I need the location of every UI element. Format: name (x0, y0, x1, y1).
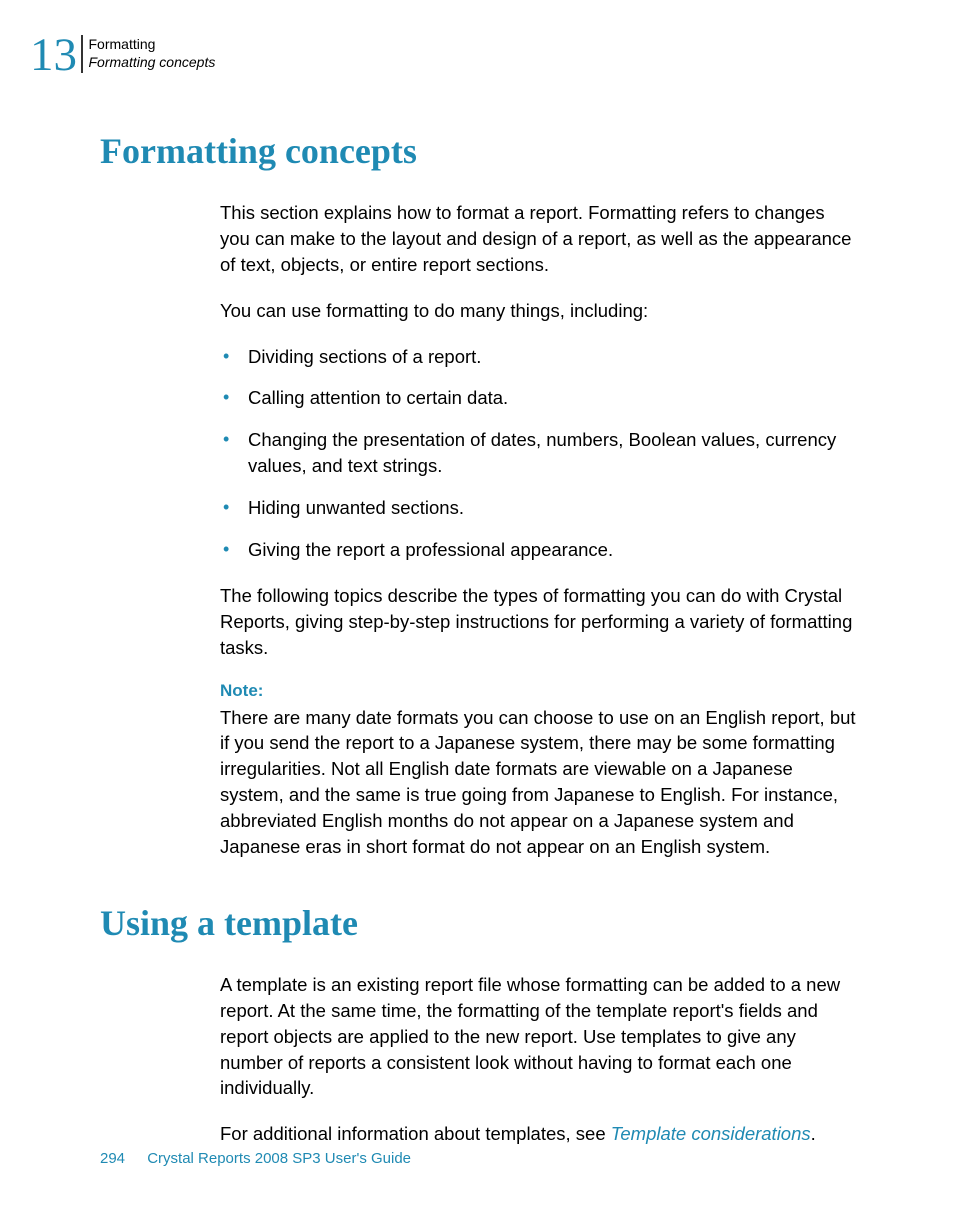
section1-body: This section explains how to format a re… (220, 200, 859, 860)
footer-title: Crystal Reports 2008 SP3 User's Guide (147, 1150, 411, 1167)
note-text: There are many date formats you can choo… (220, 705, 859, 860)
page-footer: 294 Crystal Reports 2008 SP3 User's Guid… (100, 1150, 411, 1167)
page-content: Formatting concepts This section explain… (100, 130, 859, 1167)
bullet-item: Giving the report a professional appeara… (220, 537, 859, 563)
section-heading-using-template: Using a template (100, 902, 859, 944)
note-label: Note: (220, 681, 859, 701)
section2: Using a template A template is an existi… (100, 902, 859, 1147)
template-considerations-link[interactable]: Template considerations (611, 1123, 811, 1144)
paragraph: The following topics describe the types … (220, 583, 859, 661)
chapter-number: 13 (30, 32, 77, 79)
header-subcategory: Formatting concepts (89, 53, 216, 71)
header-divider (81, 35, 83, 73)
bullet-item: Calling attention to certain data. (220, 385, 859, 411)
bullet-item: Dividing sections of a report. (220, 344, 859, 370)
bullet-item: Changing the presentation of dates, numb… (220, 427, 859, 479)
bullet-item: Hiding unwanted sections. (220, 495, 859, 521)
page-number: 294 (100, 1150, 125, 1167)
paragraph: This section explains how to format a re… (220, 200, 859, 278)
section2-body: A template is an existing report file wh… (220, 972, 859, 1147)
link-prefix-text: For additional information about templat… (220, 1123, 611, 1144)
paragraph: You can use formatting to do many things… (220, 298, 859, 324)
header-text-block: Formatting Formatting concepts (89, 32, 216, 71)
bullet-list: Dividing sections of a report. Calling a… (220, 344, 859, 563)
section-heading-formatting-concepts: Formatting concepts (100, 130, 859, 172)
link-suffix-text: . (811, 1123, 816, 1144)
paragraph-with-link: For additional information about templat… (220, 1121, 859, 1147)
paragraph: A template is an existing report file wh… (220, 972, 859, 1101)
page-header: 13 Formatting Formatting concepts (30, 32, 215, 79)
header-category: Formatting (89, 35, 216, 53)
